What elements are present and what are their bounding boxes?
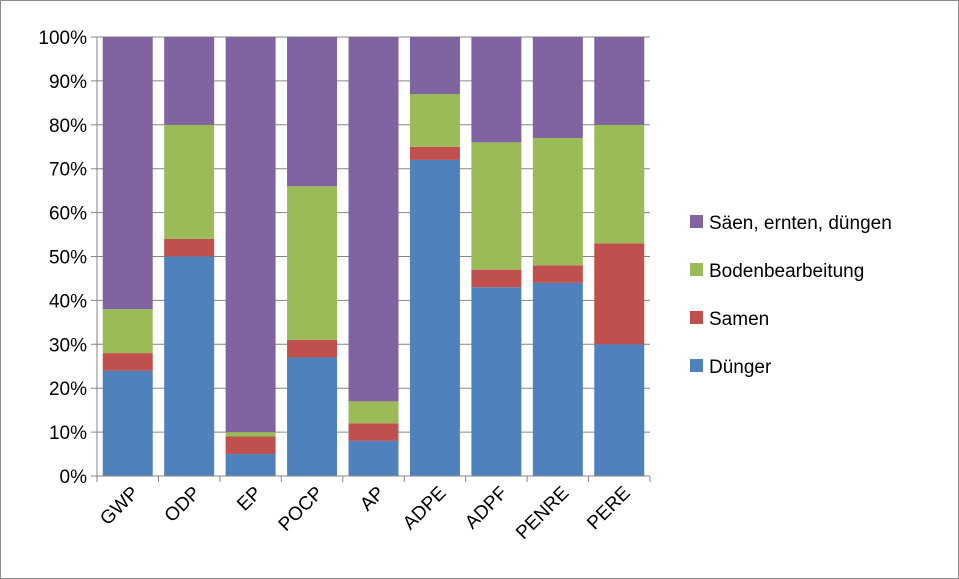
bar-segment	[102, 353, 153, 371]
y-tick-label: 100%	[38, 28, 87, 49]
legend-swatch	[690, 215, 703, 228]
bar-segment	[471, 269, 522, 288]
bar-segment	[594, 37, 645, 125]
bar-segment	[409, 94, 460, 147]
bar-segment	[532, 37, 583, 138]
bar-segment	[287, 339, 338, 358]
bar-segment	[348, 423, 399, 441]
bar-segment	[594, 243, 645, 345]
bar-segment	[594, 124, 645, 244]
x-tick-label: PENRE	[512, 483, 573, 544]
y-tick-label: 30%	[49, 335, 87, 356]
bar-segment	[102, 370, 153, 476]
bar-segment	[409, 37, 460, 95]
x-tick-label: ADPF	[461, 483, 512, 534]
legend: Säen, ernten, düngen Bodenbearbeitung Same…	[690, 213, 892, 378]
bar-segment	[409, 159, 460, 477]
bar-segment	[164, 238, 215, 257]
y-tick-label: 80%	[49, 116, 87, 137]
legend-label: Bodenbearbeitung	[709, 261, 864, 282]
bar-segment	[594, 344, 645, 476]
bar-segment	[532, 282, 583, 476]
bar-segment	[348, 37, 399, 402]
x-tick-label: ADPE	[399, 483, 450, 534]
legend-label: Samen	[709, 309, 769, 330]
legend-label: Säen, ernten, düngen	[709, 213, 892, 234]
y-tick-label: 10%	[49, 423, 87, 444]
x-axis-tick-labels: GWP ODP EP POCP AP ADPE ADPF PENRE PERE	[96, 483, 635, 544]
bar-segment	[225, 436, 276, 455]
bar-segment	[287, 357, 338, 476]
bar-segment	[348, 401, 399, 424]
x-tick-label: PERE	[583, 483, 634, 534]
bar-segment	[348, 440, 399, 476]
bar-segment	[164, 256, 215, 476]
legend-swatch	[690, 263, 703, 276]
y-tick-label: 0%	[60, 467, 88, 488]
y-tick-label: 50%	[49, 248, 87, 269]
x-tick-label: EP	[233, 483, 266, 516]
bar-segment	[409, 146, 460, 160]
bar-segment	[532, 265, 583, 283]
bar-segment	[532, 137, 583, 266]
axes	[96, 37, 651, 482]
y-tick-label: 60%	[49, 204, 87, 225]
y-tick-label: 20%	[49, 379, 87, 400]
bar-segment	[471, 37, 522, 143]
bar-segment	[225, 37, 276, 433]
bar-segment	[225, 454, 276, 476]
legend-swatch	[690, 359, 703, 372]
y-axis-tick-labels: 0% 10% 20% 30% 40% 50% 60% 70% 80% 90% 100%	[38, 28, 87, 488]
y-tick-label: 40%	[49, 291, 87, 312]
bar-segment	[287, 37, 338, 187]
y-tick-label: 90%	[49, 72, 87, 93]
bars	[102, 37, 645, 477]
legend-label: Dünger	[709, 357, 772, 378]
x-tick-label: POCP	[275, 483, 328, 536]
bar-segment	[471, 142, 522, 270]
bar-segment	[287, 186, 338, 340]
x-tick-label: ODP	[161, 483, 205, 527]
bar-segment	[164, 37, 215, 125]
bar-segment	[471, 287, 522, 476]
x-tick-label: AP	[356, 483, 389, 516]
x-tick-label: GWP	[96, 483, 143, 530]
bar-segment	[225, 432, 276, 437]
legend-swatch	[690, 311, 703, 324]
y-tick-label: 70%	[49, 160, 87, 181]
bar-segment	[102, 37, 153, 310]
bar-segment	[164, 124, 215, 239]
bar-segment	[102, 309, 153, 354]
